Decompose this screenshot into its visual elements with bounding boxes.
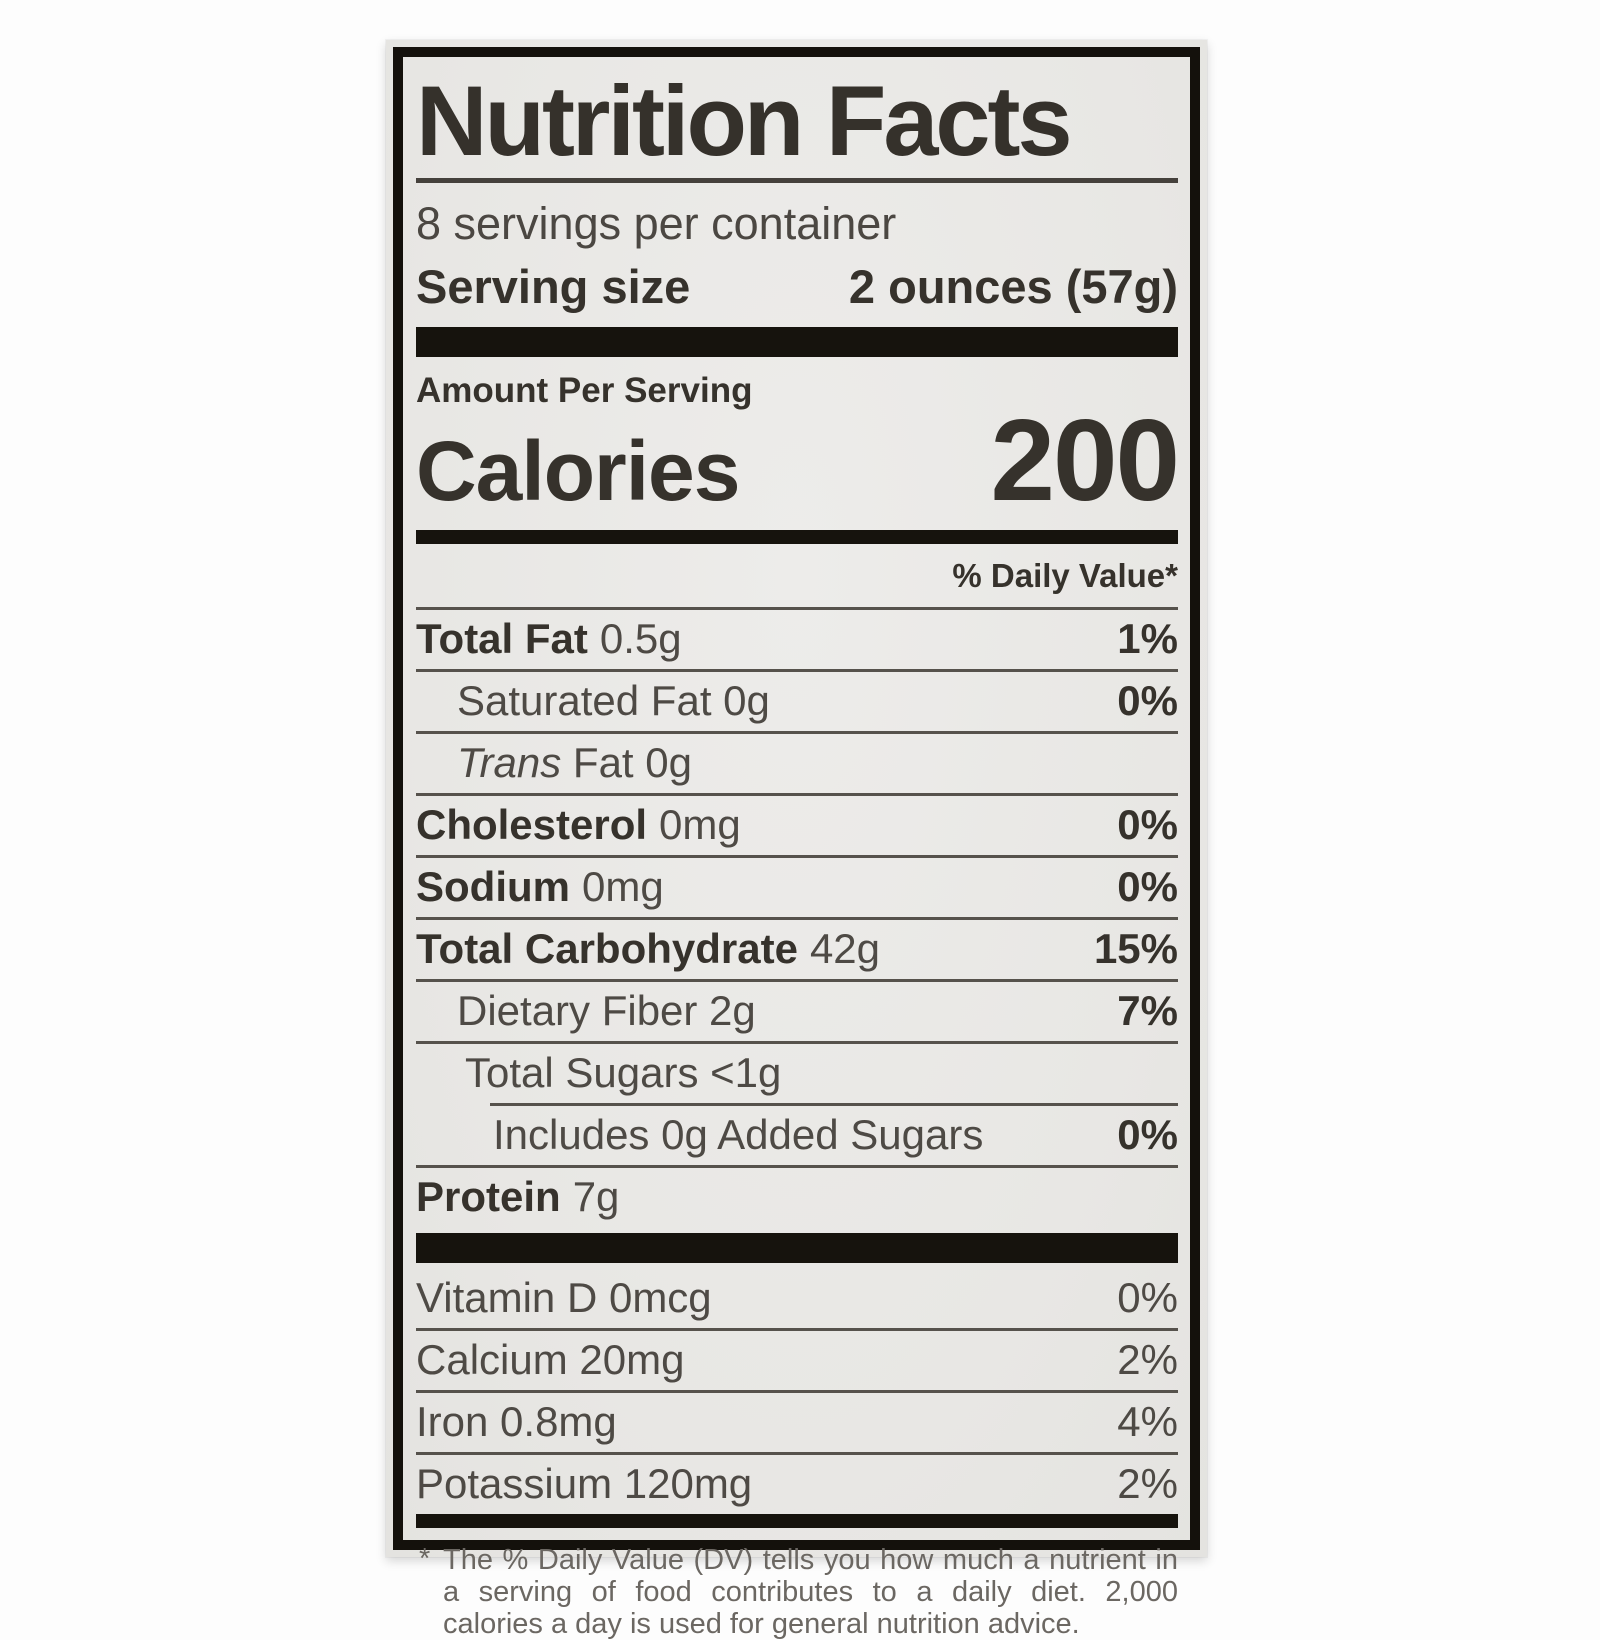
nutrition-label: Nutrition Facts 8 servings per container… [386,40,1207,1640]
calories-row: Calories 200 [416,395,1180,530]
nutrient-row: Cholesterol 0mg 0% [416,796,1178,855]
micronutrient-row: Potassium 120mg 2% [416,1455,1178,1514]
daily-value-header: % Daily Value* [952,557,1178,594]
nutrient-name: Vitamin D 0mcg [416,1274,712,1321]
nutrient-name: Calcium 20mg [416,1336,685,1383]
serving-size-row: Serving size 2 ounces (57g) [416,252,1178,327]
nutrient-row: Sodium 0mg 0% [416,858,1178,917]
divider-rule [416,731,1178,734]
daily-value-percent: 2% [1117,1460,1178,1507]
footnote-text: The % Daily Value (DV) tells you how muc… [443,1544,1178,1640]
daily-value-percent: 15% [1093,925,1178,972]
serving-size-label: Serving size [416,260,691,313]
calories-value: 200 [990,395,1180,525]
divider-rule [416,917,1178,920]
nutrient-name: Protein 7g [416,1173,620,1220]
micronutrient-row: Calcium 20mg 2% [416,1331,1178,1390]
divider-rule [416,1328,1178,1331]
title-divider [416,178,1178,183]
page-background: { "label": { "title": "Nutrition Facts",… [386,40,1207,1640]
nutrient-name: Dietary Fiber 2g [457,987,756,1034]
label-title: Nutrition Facts [416,65,1073,176]
nutrient-name: Includes 0g Added Sugars [493,1111,984,1158]
divider-rule [416,1390,1178,1393]
nutrient-name: Cholesterol 0mg [416,801,741,848]
micronutrient-row: Iron 0.8mg 4% [416,1393,1178,1452]
serving-size-value: 2 ounces (57g) [848,260,1178,313]
daily-value-percent: 2% [1117,1336,1178,1383]
divider-rule [416,979,1178,982]
daily-value-percent: 0% [1117,1274,1178,1321]
nutrient-name: Potassium 120mg [416,1460,753,1507]
nutrient-row: Total Sugars <1g [416,1044,1178,1103]
divider-rule [416,1452,1178,1455]
divider-rule [416,793,1178,796]
micronutrient-row: Vitamin D 0mcg 0% [416,1269,1178,1328]
nutrient-name: Total Carbohydrate 42g [416,925,881,972]
calories-divider-bar [416,530,1178,544]
nutrient-row: Includes 0g Added Sugars 0% [416,1106,1178,1165]
daily-value-percent: 1% [1117,615,1178,662]
daily-value-percent: 0% [1117,863,1178,910]
footnote: * The % Daily Value (DV) tells you how m… [416,1528,1178,1640]
divider-rule [416,669,1178,672]
daily-value-percent: 7% [1117,987,1178,1034]
nutrient-row: Total Fat 0.5g 1% [416,610,1178,669]
daily-value-percent: 0% [1117,677,1178,724]
section-bar-top [416,327,1178,357]
nutrient-name: Sodium 0mg [416,863,664,910]
nutrient-name: Total Fat 0.5g [416,615,682,662]
section-bar-bottom [416,1514,1178,1528]
nutrient-name: Saturated Fat 0g [457,677,770,724]
nutrient-row: Total Carbohydrate 42g 15% [416,920,1178,979]
nutrient-row: Dietary Fiber 2g 7% [416,982,1178,1041]
footnote-asterisk: * [419,1543,431,1575]
label-border-box: Nutrition Facts 8 servings per container… [393,47,1200,1640]
nutrient-row: Protein 7g [416,1168,1178,1227]
daily-value-percent: 4% [1117,1398,1178,1445]
daily-value-percent: 0% [1117,801,1178,848]
servings-per-container: 8 servings per container [416,198,897,249]
divider-rule [416,1041,1178,1044]
daily-value-percent: 0% [1117,1111,1178,1158]
amount-per-serving-label: Amount Per Serving [416,371,753,410]
nutrient-rows: Total Fat 0.5g 1% Saturated Fat 0g 0% Trans F… [416,610,1178,1227]
divider-rule [416,855,1178,858]
divider-rule [416,607,1178,610]
section-bar-middle [416,1233,1178,1263]
divider-rule [490,1103,1178,1106]
nutrient-row: Trans Fat 0g [416,734,1178,793]
calories-label: Calories [416,424,740,518]
nutrient-name: Trans Fat 0g [457,739,692,786]
nutrient-row: Saturated Fat 0g 0% [416,672,1178,731]
divider-rule [416,1165,1178,1168]
micronutrient-rows: Vitamin D 0mcg 0% Calcium 20mg 2% Iron 0.8mg… [416,1269,1178,1514]
nutrient-name: Total Sugars <1g [465,1049,782,1096]
nutrient-name: Iron 0.8mg [416,1398,617,1445]
